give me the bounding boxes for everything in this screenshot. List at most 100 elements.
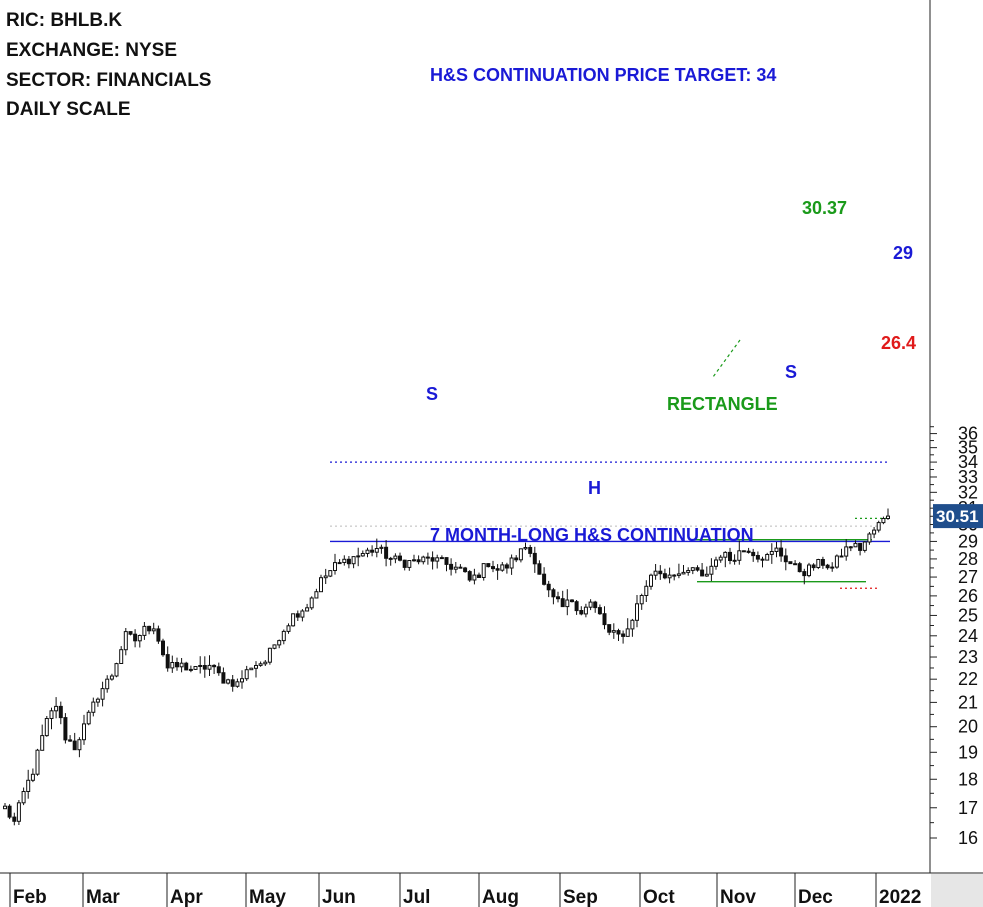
y-tick-label: 27 xyxy=(958,567,978,587)
y-tick-label: 18 xyxy=(958,769,978,789)
x-tick-label: Oct xyxy=(643,887,675,907)
candle-body xyxy=(267,647,272,663)
candle-body xyxy=(221,672,226,684)
y-tick-label: 29 xyxy=(958,531,978,551)
candle-body xyxy=(686,570,691,573)
candle-body xyxy=(258,663,263,666)
candle-body xyxy=(658,570,663,575)
candle-body xyxy=(444,557,449,565)
x-tick-label: Dec xyxy=(798,887,833,907)
candle-body xyxy=(333,562,337,571)
candle-body xyxy=(746,550,751,553)
y-tick-label: 20 xyxy=(958,717,978,737)
candle-body xyxy=(546,583,551,591)
candle-body xyxy=(12,816,17,822)
candle-body xyxy=(184,662,189,671)
candle-body xyxy=(858,542,863,551)
candle-body xyxy=(202,665,207,670)
candle-body xyxy=(30,773,35,781)
candle-body xyxy=(254,665,258,669)
candle-body xyxy=(862,541,867,551)
x-tick-label: May xyxy=(249,887,286,907)
candle-body xyxy=(732,559,737,562)
x-tick-label: Mar xyxy=(86,887,120,907)
candle-body xyxy=(523,547,528,550)
candle-body xyxy=(588,601,593,608)
candle-body xyxy=(602,613,607,626)
candle-body xyxy=(188,668,193,671)
candle-body xyxy=(630,619,635,630)
candle-body xyxy=(848,546,853,549)
candle-body xyxy=(839,555,844,558)
axis-corner xyxy=(931,874,983,907)
ric-label: RIC: BHLB.K xyxy=(6,10,123,31)
candle-body xyxy=(281,630,286,642)
candle-body xyxy=(175,662,179,668)
support-value-label: 26.4 xyxy=(881,333,917,353)
candle-body xyxy=(40,735,45,751)
candle-body xyxy=(193,666,198,670)
x-axis: Feb Mar Apr May Jun Jul Aug Sep Oct Nov Dec 2022 xyxy=(9,873,921,907)
candle-body xyxy=(625,628,630,637)
candle-body xyxy=(611,630,616,633)
candle-body xyxy=(133,633,138,642)
candle-body xyxy=(26,779,31,792)
candle-body xyxy=(700,569,705,577)
candle-body xyxy=(886,515,890,519)
candle-body xyxy=(834,555,839,568)
pattern-title-annotation: 7 MONTH-LONG H&S CONTINUATION xyxy=(430,525,754,545)
candle-body xyxy=(802,571,807,577)
y-tick-label: 35 xyxy=(958,438,978,458)
candle-body xyxy=(235,681,240,687)
candle-body xyxy=(449,563,454,570)
y-tick-label: 26 xyxy=(958,586,978,606)
candle-body xyxy=(393,555,398,560)
candle-body xyxy=(872,529,877,535)
candle-body xyxy=(291,613,296,627)
candle-body xyxy=(244,669,249,680)
candle-body xyxy=(830,566,835,569)
candle-body xyxy=(621,633,626,637)
candle-body xyxy=(21,791,26,804)
candle-body xyxy=(128,631,133,635)
candle-body xyxy=(481,563,486,578)
candle-body xyxy=(793,563,798,566)
candle-body xyxy=(504,564,509,569)
scale-label: DAILY SCALE xyxy=(6,99,131,120)
candle-body xyxy=(769,551,774,555)
candle-body xyxy=(607,624,612,633)
candle-body xyxy=(639,595,644,605)
candle-body xyxy=(16,802,21,822)
candle-body xyxy=(491,566,495,570)
x-tick-label: 2022 xyxy=(879,887,921,907)
candle-body xyxy=(458,566,463,569)
candle-body xyxy=(360,553,365,557)
candle-body xyxy=(58,705,63,719)
candle-body xyxy=(816,559,821,568)
candle-body xyxy=(49,710,54,719)
candle-body xyxy=(779,547,784,557)
candle-body xyxy=(198,665,203,667)
candle-body xyxy=(425,556,430,559)
candle-body xyxy=(44,718,49,737)
candle-body xyxy=(681,571,686,575)
candle-body xyxy=(728,551,732,562)
candle-body xyxy=(435,557,440,562)
candle-body xyxy=(463,567,468,573)
candle-body xyxy=(305,607,310,612)
candle-body xyxy=(54,705,59,712)
candle-body xyxy=(314,591,319,599)
candle-body xyxy=(714,559,718,567)
candle-body xyxy=(328,570,333,577)
candle-body xyxy=(402,559,407,568)
candle-body xyxy=(35,749,40,775)
candle-body xyxy=(226,679,231,684)
candle-body xyxy=(68,739,73,742)
candle-body xyxy=(137,635,142,642)
y-tick-label: 24 xyxy=(958,626,978,646)
candle-body xyxy=(644,585,649,596)
candle-body xyxy=(765,554,770,561)
candle-body xyxy=(286,625,291,632)
candle-body xyxy=(737,550,742,561)
candle-body xyxy=(323,575,328,579)
